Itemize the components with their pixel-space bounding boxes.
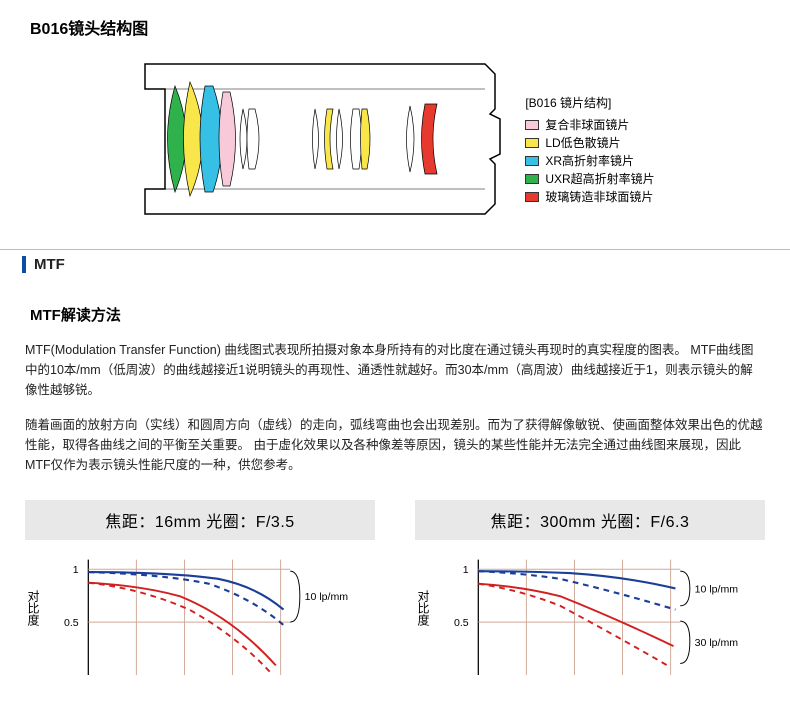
chart-header: 焦距：16mm 光圈：F/3.5 bbox=[25, 500, 375, 540]
mtf-chart-svg: 1 0.5 10 lp/mm 30 lp/mm bbox=[432, 550, 765, 675]
legend-label: 复合非球面镜片 bbox=[545, 119, 629, 131]
legend-title: [B016 镜片结构] bbox=[525, 94, 654, 111]
legend-swatch-icon bbox=[525, 120, 539, 130]
legend-swatch-icon bbox=[525, 156, 539, 166]
legend-swatch-icon bbox=[525, 138, 539, 148]
mtf-paragraph-2: 随着画面的放射方向（实线）和圆周方向（虚线）的走向，弧线弯曲也会出现差别。而为了… bbox=[0, 415, 790, 490]
mtf-chart-16mm: 焦距：16mm 光圈：F/3.5 对比度 bbox=[25, 500, 375, 675]
legend-label: UXR超高折射率镜片 bbox=[545, 173, 654, 185]
legend-swatch-icon bbox=[525, 174, 539, 184]
legend-item: 复合非球面镜片 bbox=[525, 119, 654, 131]
tick-05: 0.5 bbox=[64, 617, 79, 629]
mtf-paragraph-1: MTF(Modulation Transfer Function) 曲线图式表现… bbox=[0, 340, 790, 415]
legend-label: XR高折射率镜片 bbox=[545, 155, 634, 167]
mtf-subtitle: MTF解读方法 bbox=[0, 279, 790, 340]
chart-y-label: 对比度 bbox=[25, 550, 42, 675]
legend-container: [B016 镜片结构] 复合非球面镜片 LD低色散镜片 XR高折射率镜片 UXR… bbox=[525, 54, 654, 209]
legend-item: LD低色散镜片 bbox=[525, 137, 654, 149]
lp-label-30: 30 lp/mm bbox=[695, 637, 739, 649]
lp-label-10: 10 lp/mm bbox=[305, 591, 349, 603]
legend-item: XR高折射率镜片 bbox=[525, 155, 654, 167]
mtf-chart-svg: 1 0.5 10 lp/mm bbox=[42, 550, 375, 675]
legend-label: LD低色散镜片 bbox=[545, 137, 620, 149]
mtf-bar-label: MTF bbox=[22, 256, 790, 273]
legend-label: 玻璃铸造非球面镜片 bbox=[545, 191, 653, 203]
mtf-section-bar: MTF bbox=[0, 249, 790, 279]
tick-1: 1 bbox=[463, 564, 469, 576]
lens-diagram-container: [B016 镜片结构] 复合非球面镜片 LD低色散镜片 XR高折射率镜片 UXR… bbox=[0, 49, 790, 244]
chart-y-label: 对比度 bbox=[415, 550, 432, 675]
lp-label-10: 10 lp/mm bbox=[695, 583, 739, 595]
mtf-chart-300mm: 焦距：300mm 光圈：F/6.3 对比度 1 0.5 bbox=[415, 500, 765, 675]
lens-cross-section-svg bbox=[135, 54, 505, 224]
lens-structure-title: B016镜头结构图 bbox=[0, 0, 790, 49]
legend-item: 玻璃铸造非球面镜片 bbox=[525, 191, 654, 203]
mtf-charts-row: 焦距：16mm 光圈：F/3.5 对比度 bbox=[0, 490, 790, 675]
legend-item: UXR超高折射率镜片 bbox=[525, 173, 654, 185]
tick-05: 0.5 bbox=[454, 617, 469, 629]
chart-header: 焦距：300mm 光圈：F/6.3 bbox=[415, 500, 765, 540]
legend-swatch-icon bbox=[525, 192, 539, 202]
tick-1: 1 bbox=[73, 564, 79, 576]
